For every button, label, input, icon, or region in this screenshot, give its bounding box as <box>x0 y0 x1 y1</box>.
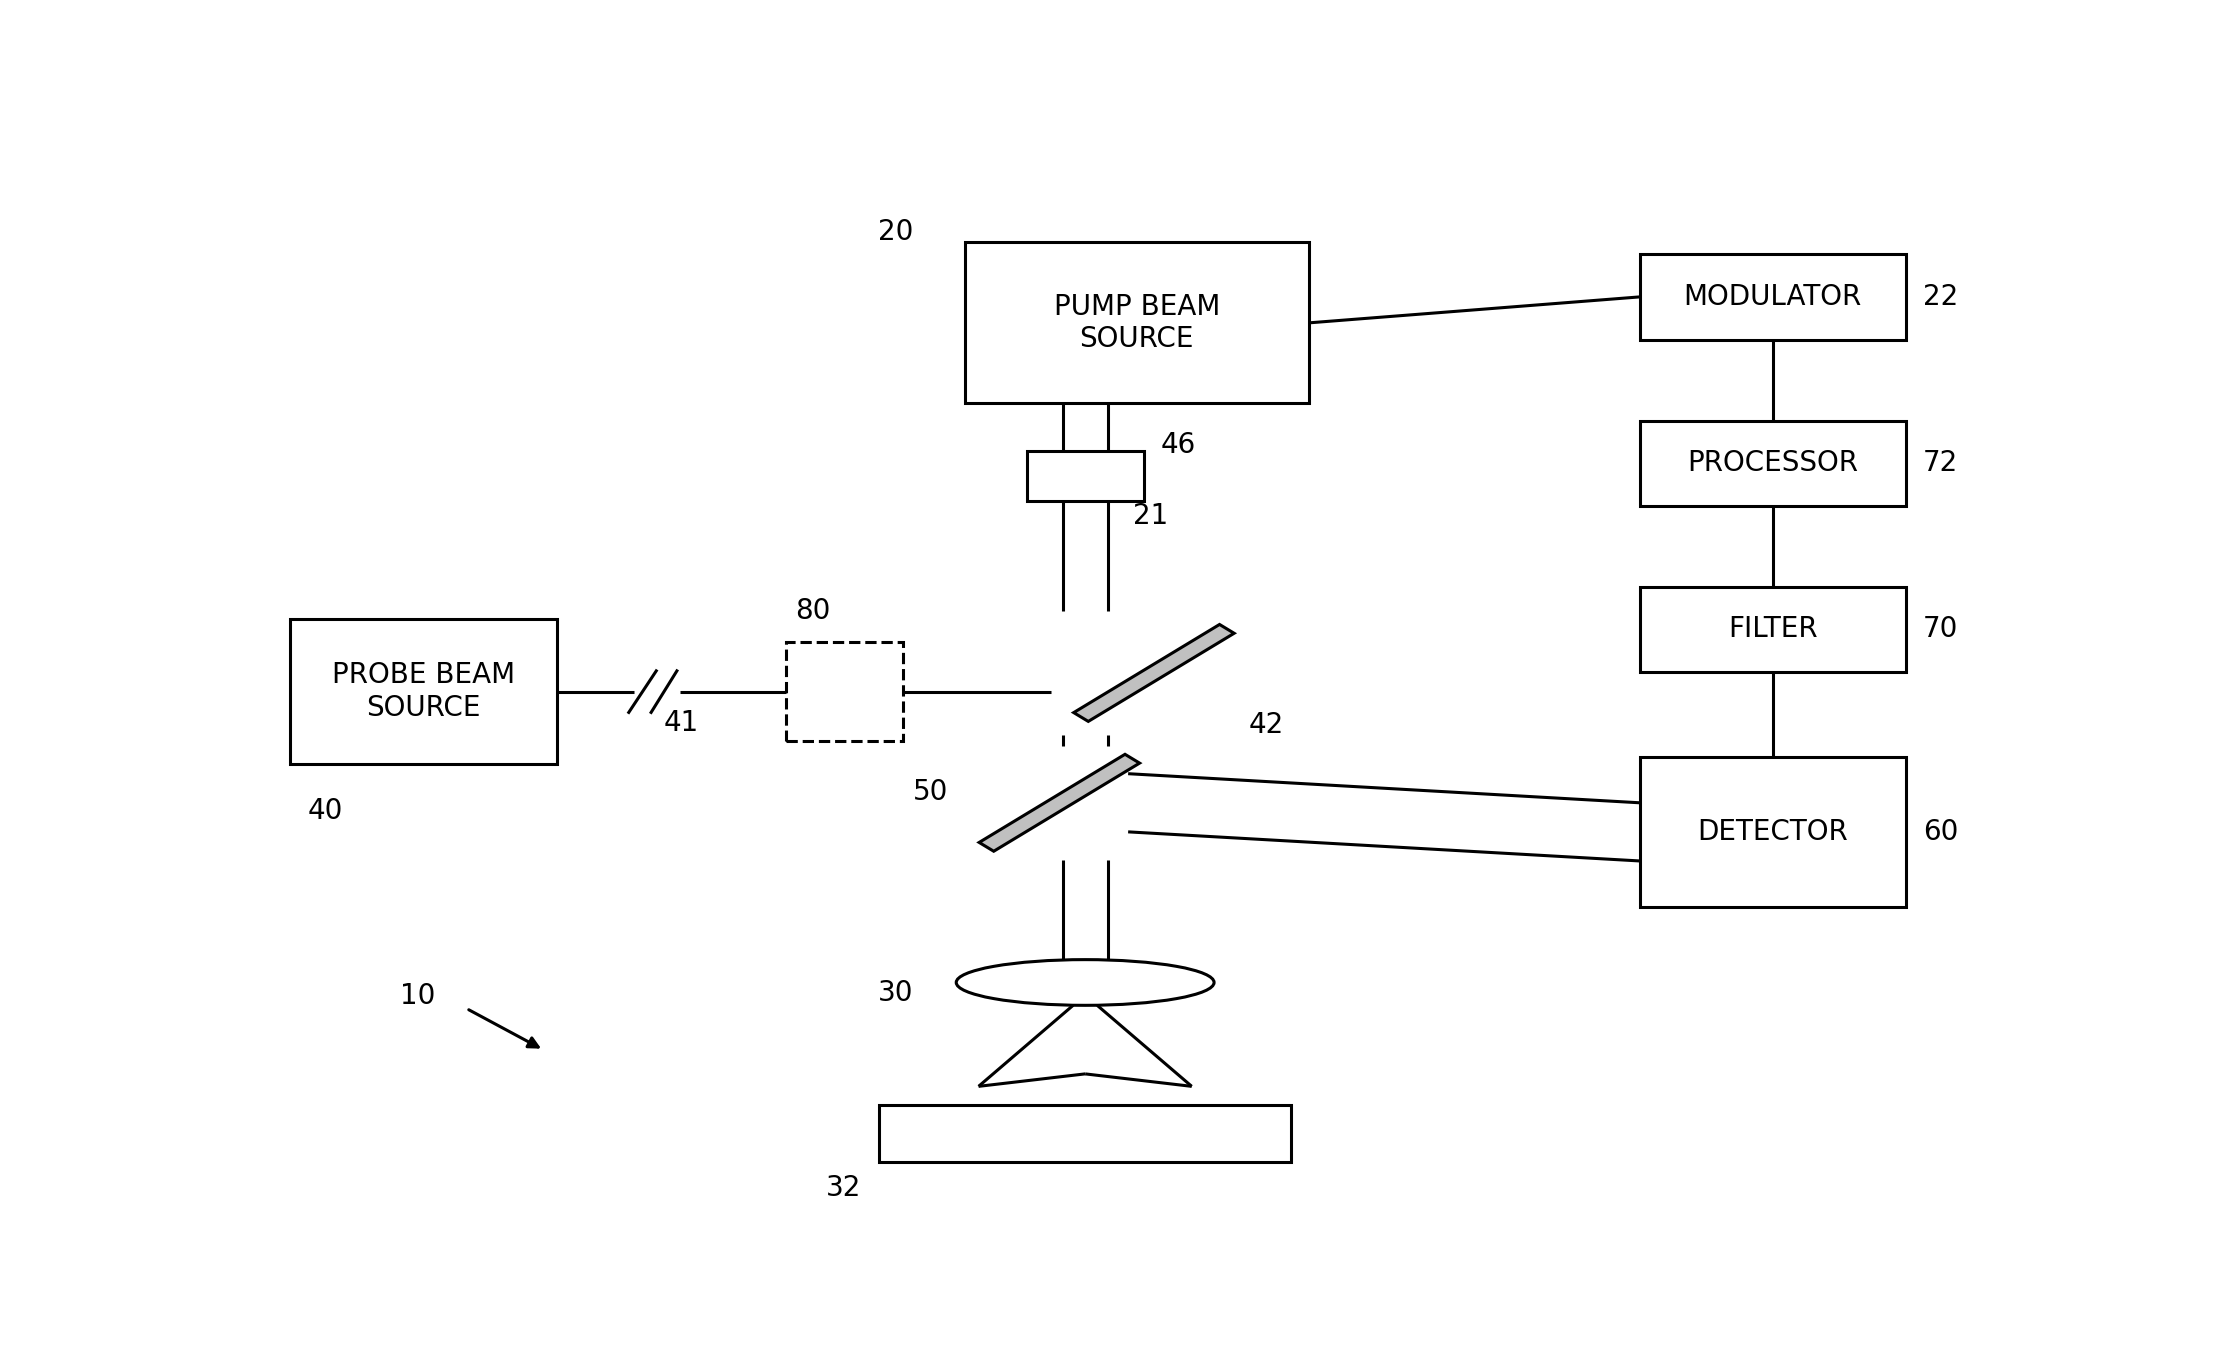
Bar <box>1639 757 1905 907</box>
Bar <box>291 619 557 765</box>
Text: 40: 40 <box>308 797 344 826</box>
Polygon shape <box>978 754 1140 851</box>
Text: 41: 41 <box>663 708 699 737</box>
Bar <box>1639 255 1905 340</box>
Text: FILTER: FILTER <box>1728 615 1817 643</box>
Text: 21: 21 <box>1133 502 1169 530</box>
Bar <box>785 642 903 741</box>
Text: MODULATOR: MODULATOR <box>1683 283 1861 310</box>
Text: PROCESSOR: PROCESSOR <box>1688 449 1859 478</box>
Text: 80: 80 <box>794 598 830 625</box>
Bar <box>965 243 1309 403</box>
Text: PUMP BEAM
SOURCE: PUMP BEAM SOURCE <box>1054 293 1220 353</box>
Text: 42: 42 <box>1249 711 1284 739</box>
Text: PROBE BEAM
SOURCE: PROBE BEAM SOURCE <box>333 661 515 722</box>
Text: 72: 72 <box>1923 449 1958 478</box>
Bar <box>1639 421 1905 506</box>
Bar <box>1639 587 1905 672</box>
Text: 22: 22 <box>1923 283 1958 310</box>
Bar <box>878 1105 1291 1161</box>
Text: 32: 32 <box>827 1174 861 1202</box>
Polygon shape <box>1074 625 1233 722</box>
Text: 60: 60 <box>1923 817 1958 846</box>
Ellipse shape <box>956 959 1213 1005</box>
Text: 70: 70 <box>1923 615 1958 643</box>
Text: 46: 46 <box>1160 432 1196 460</box>
Text: 50: 50 <box>914 778 949 807</box>
Text: DETECTOR: DETECTOR <box>1697 817 1848 846</box>
Text: 20: 20 <box>878 219 914 246</box>
Bar <box>1027 451 1144 500</box>
Text: 10: 10 <box>399 982 435 1010</box>
Text: 30: 30 <box>878 979 914 1006</box>
